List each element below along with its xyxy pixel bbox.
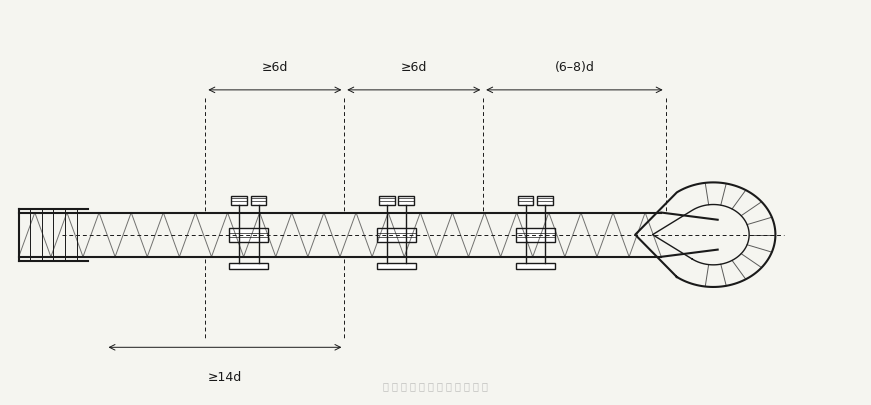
Bar — [517, 196, 533, 205]
Bar — [377, 263, 415, 269]
Text: ≥14d: ≥14d — [208, 371, 242, 384]
Bar — [379, 196, 395, 205]
Bar — [516, 263, 555, 269]
Bar — [229, 263, 268, 269]
Bar — [377, 228, 415, 242]
Bar — [232, 196, 246, 205]
Text: (6–8)d: (6–8)d — [555, 61, 594, 74]
Bar — [537, 196, 553, 205]
Text: 钢 丝 绳 绳 夹 规 格 及 安 装 标 准: 钢 丝 绳 绳 夹 规 格 及 安 装 标 准 — [383, 382, 488, 392]
Bar — [398, 196, 414, 205]
Bar — [229, 228, 268, 242]
Text: ≥6d: ≥6d — [401, 61, 427, 74]
Bar — [251, 196, 267, 205]
Text: ≥6d: ≥6d — [261, 61, 288, 74]
Bar — [516, 228, 555, 242]
